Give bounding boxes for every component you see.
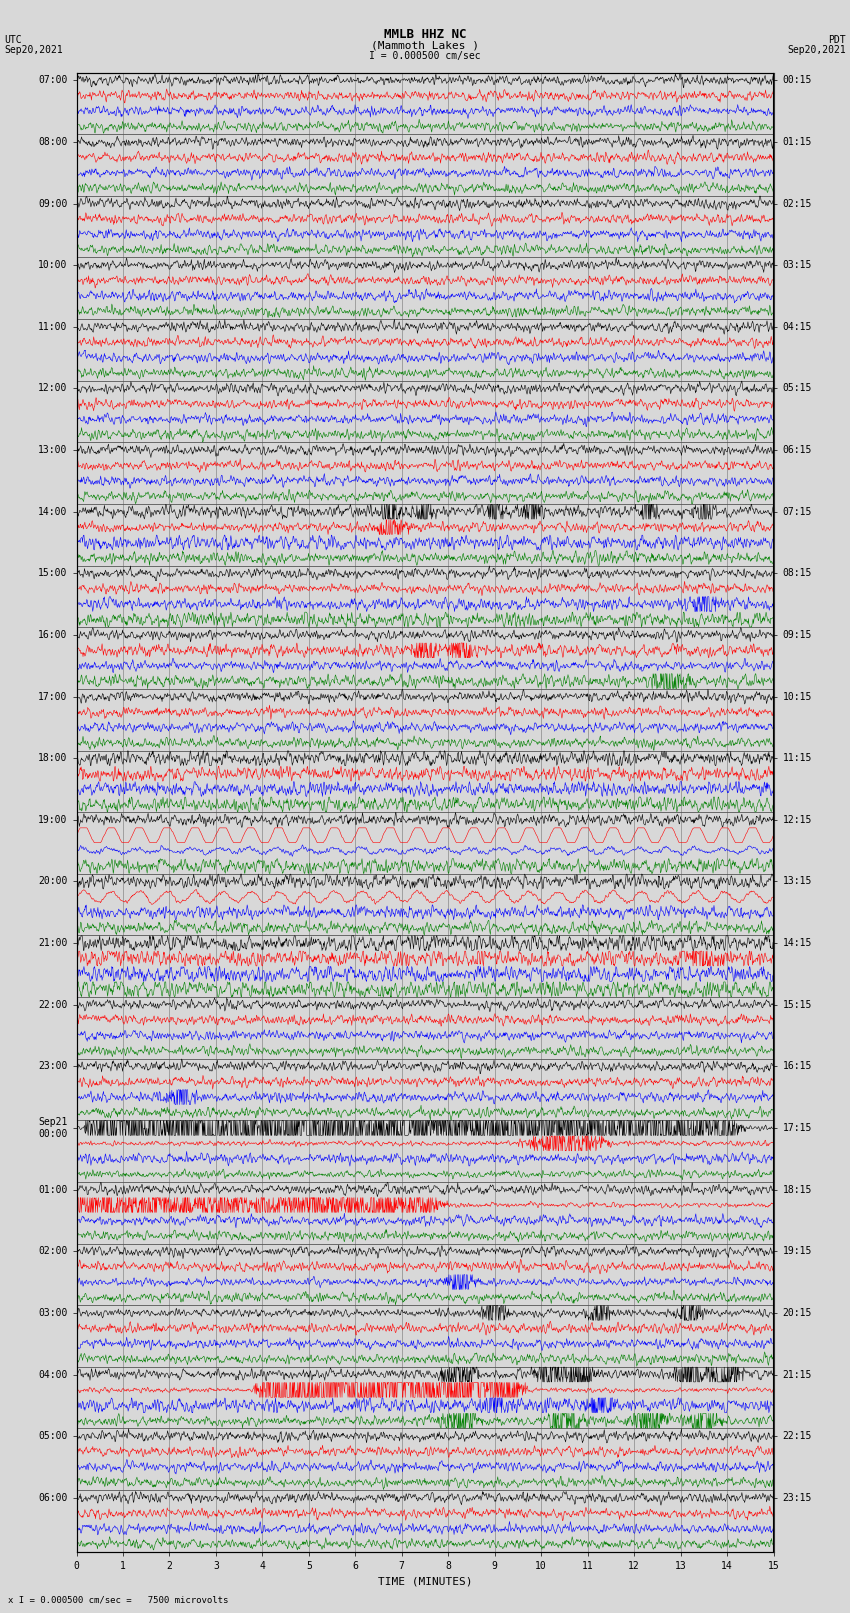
Text: Sep20,2021: Sep20,2021 [787, 45, 846, 55]
X-axis label: TIME (MINUTES): TIME (MINUTES) [377, 1576, 473, 1586]
Text: UTC: UTC [4, 35, 22, 45]
Text: (Mammoth Lakes ): (Mammoth Lakes ) [371, 40, 479, 50]
Text: I = 0.000500 cm/sec: I = 0.000500 cm/sec [369, 52, 481, 61]
Text: MMLB HHZ NC: MMLB HHZ NC [383, 27, 467, 40]
Text: Sep20,2021: Sep20,2021 [4, 45, 63, 55]
Text: x I = 0.000500 cm/sec =   7500 microvolts: x I = 0.000500 cm/sec = 7500 microvolts [8, 1595, 229, 1605]
Text: PDT: PDT [828, 35, 846, 45]
